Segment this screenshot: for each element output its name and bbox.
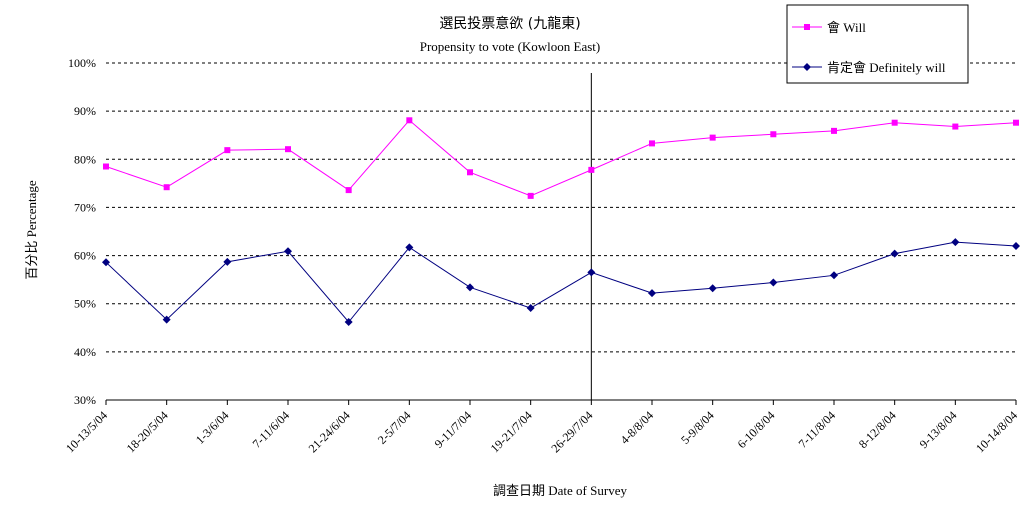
legend-marker-will xyxy=(804,24,810,30)
data-point-will xyxy=(770,131,777,138)
y-tick-label: 30% xyxy=(74,393,96,407)
y-axis-ticks: 30% 40% 50% 60% 70% 80% 90% 100% xyxy=(68,56,96,407)
data-point-definitely-will xyxy=(769,278,778,287)
x-tick-label: 6-10/8/04 xyxy=(735,408,778,451)
chart-title: 選民投票意欲 (九龍東) xyxy=(439,15,580,32)
x-tick-label: 9-11/7/04 xyxy=(432,408,475,451)
data-point-will xyxy=(952,123,959,130)
legend-label-will: 會 Will xyxy=(827,20,866,35)
data-point-definitely-will xyxy=(951,238,960,247)
data-point-will xyxy=(891,119,898,126)
x-axis-ticks: 10-13/5/04 18-20/5/04 1-3/6/04 7-11/6/04 21-… xyxy=(63,400,1020,455)
x-tick-label: 4-8/8/04 xyxy=(617,408,656,447)
data-point-will xyxy=(163,184,170,191)
x-tick-label: 10-14/8/04 xyxy=(973,408,1020,455)
y-tick-label: 90% xyxy=(74,104,96,118)
legend: 會 Will 肯定會 Definitely will xyxy=(786,4,969,84)
y-tick-label: 70% xyxy=(74,200,96,214)
data-point-definitely-will xyxy=(890,249,899,258)
data-point-definitely-will xyxy=(102,258,110,267)
data-point-will xyxy=(345,187,352,194)
data-point-will xyxy=(709,134,716,141)
data-point-definitely-will xyxy=(708,284,717,293)
x-tick-label: 1-3/6/04 xyxy=(193,408,232,447)
x-axis-label: 調查日期 Date of Survey xyxy=(493,483,627,498)
data-point-will xyxy=(103,163,109,170)
series-line-0 xyxy=(105,119,1017,197)
data-point-definitely-will xyxy=(284,247,292,256)
data-point-definitely-will xyxy=(830,271,838,280)
x-tick-label: 26-29/7/04 xyxy=(548,408,595,455)
x-tick-label: 18-20/5/04 xyxy=(124,408,171,455)
series-line-1 xyxy=(105,241,1017,323)
chart-subtitle: Propensity to vote (Kowloon East) xyxy=(420,39,601,54)
data-point-definitely-will xyxy=(587,268,596,277)
x-tick-label: 8-12/8/04 xyxy=(856,408,899,451)
y-tick-label: 60% xyxy=(74,249,96,263)
data-point-will xyxy=(467,169,473,176)
data-point-definitely-will xyxy=(223,257,232,266)
data-point-definitely-will xyxy=(466,283,474,292)
data-point-definitely-will xyxy=(526,304,535,313)
data-point-will xyxy=(588,166,595,173)
data-point-definitely-will xyxy=(344,318,353,327)
gridlines xyxy=(106,62,1016,401)
legend-label-definitely-will: 肯定會 Definitely will xyxy=(827,60,946,75)
x-tick-label: 7-11/6/04 xyxy=(250,408,293,451)
legend-marker-definitely-will xyxy=(803,63,811,71)
data-point-will xyxy=(649,140,655,147)
data-point-definitely-will xyxy=(648,289,656,298)
data-point-definitely-will xyxy=(1012,241,1020,250)
y-tick-label: 100% xyxy=(68,56,96,70)
data-point-definitely-will xyxy=(162,315,171,324)
x-tick-label: 2-5/7/04 xyxy=(375,408,414,447)
series-group xyxy=(102,117,1020,327)
y-axis-label: 百分比 Percentage xyxy=(24,180,39,280)
x-tick-label: 9-13/8/04 xyxy=(917,408,960,451)
data-point-will xyxy=(1013,119,1019,126)
y-tick-label: 50% xyxy=(74,297,96,311)
x-tick-label: 21-24/6/04 xyxy=(306,408,353,455)
x-tick-label: 19-21/7/04 xyxy=(488,408,535,455)
data-point-will xyxy=(224,147,231,154)
x-tick-label: 7-11/8/04 xyxy=(796,408,839,451)
data-point-will xyxy=(406,117,413,124)
x-tick-label: 5-9/8/04 xyxy=(678,408,717,447)
data-point-will xyxy=(285,146,291,153)
x-tick-label: 10-13/5/04 xyxy=(63,408,110,455)
legend-box xyxy=(786,4,969,84)
y-tick-label: 40% xyxy=(74,345,96,359)
data-point-definitely-will xyxy=(405,243,414,252)
data-point-will xyxy=(831,127,837,134)
y-tick-label: 80% xyxy=(74,152,96,166)
data-point-will xyxy=(527,192,534,199)
